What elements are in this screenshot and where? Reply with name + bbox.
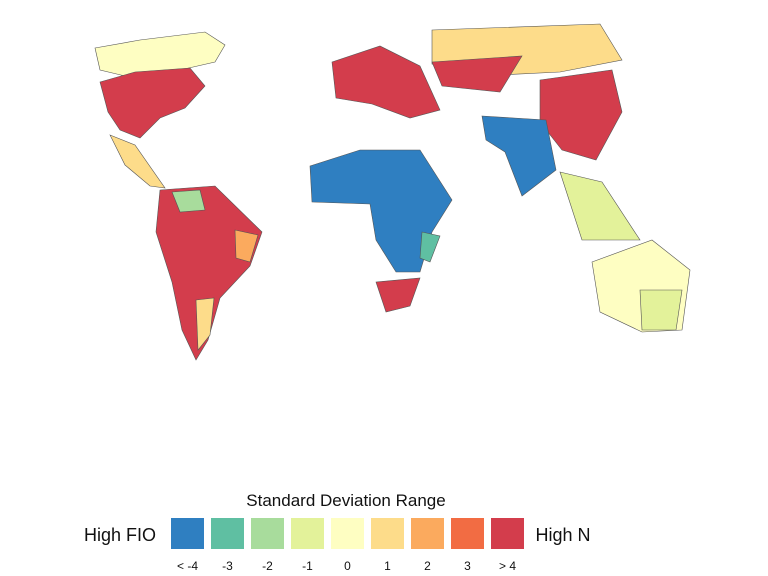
region — [155, 185, 263, 361]
legend-label: -2 — [262, 559, 273, 573]
legend-left-label: High FIO — [84, 525, 156, 545]
legend-label: 1 — [384, 559, 391, 573]
legend-label: 0 — [344, 559, 351, 573]
region — [639, 289, 683, 331]
region — [331, 45, 441, 119]
region — [309, 149, 453, 273]
legend-label: < -4 — [177, 559, 198, 573]
legend-right-label: High N — [535, 525, 590, 545]
legend-label: 2 — [424, 559, 431, 573]
legend-label: > 4 — [499, 559, 516, 573]
region — [109, 134, 166, 189]
legend-label: 3 — [464, 559, 471, 573]
legend-swatch — [291, 518, 324, 549]
region — [375, 277, 421, 313]
legend-swatch — [411, 518, 444, 549]
legend-swatch — [491, 518, 524, 549]
legend-title: Standard Deviation Range — [246, 491, 445, 510]
region — [419, 231, 441, 263]
legend-swatch — [171, 518, 204, 549]
region — [431, 55, 523, 93]
legend-label: -1 — [302, 559, 313, 573]
legend-swatch — [371, 518, 404, 549]
legend-swatch — [251, 518, 284, 549]
legend: < -4 -3 -2 -1 0 1 2 3 > 4 — [171, 518, 524, 573]
region — [99, 67, 206, 139]
region — [481, 115, 557, 197]
legend-swatch — [331, 518, 364, 549]
legend-swatch — [451, 518, 484, 549]
region — [94, 31, 226, 77]
legend-label: -3 — [222, 559, 233, 573]
region — [559, 171, 641, 241]
region — [195, 297, 215, 351]
world-map — [94, 23, 691, 361]
region — [539, 69, 623, 161]
region — [171, 189, 206, 213]
legend-swatch — [211, 518, 244, 549]
region — [234, 229, 259, 263]
